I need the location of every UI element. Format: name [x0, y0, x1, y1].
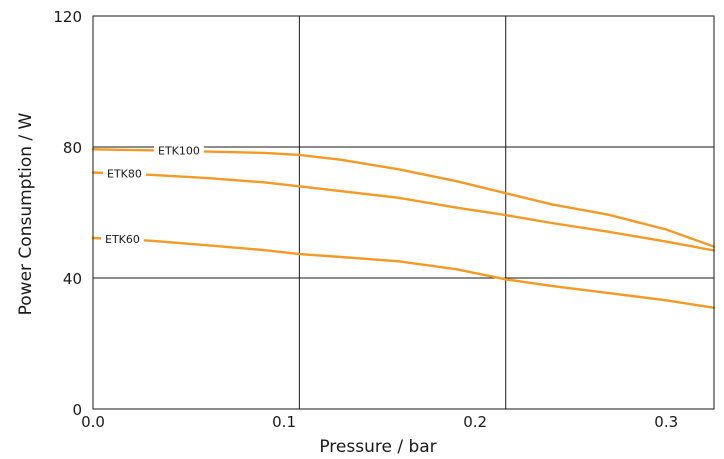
y-tick-label-40: 40 [63, 270, 82, 288]
series-label-etk60: ETK60 [105, 233, 140, 246]
y-tick-label-120: 120 [53, 8, 82, 26]
series-label-etk100: ETK100 [158, 144, 200, 157]
tick-label-layer: 0.0 0.1 0.2 0.3 0 40 80 120 [53, 8, 678, 431]
x-tick-label-0-1: 0.1 [272, 413, 296, 431]
series-label-bg-etk80 [103, 166, 146, 182]
grid-layer [93, 16, 714, 409]
plot-frame [92, 15, 715, 410]
series-line-etk60 [91, 236, 716, 309]
series-line-etk100 [91, 148, 716, 248]
x-tick-label-0-3: 0.3 [654, 413, 678, 431]
y-axis-title: Power Consumption / W [16, 112, 36, 315]
series-label-bg-etk60 [101, 232, 144, 248]
series-label-etk80: ETK80 [107, 168, 142, 181]
series-label-layer: ETK100 ETK80 ETK60 [101, 143, 204, 248]
series-line-etk80 [91, 171, 716, 252]
x-tick-label-0-0: 0.0 [81, 413, 105, 431]
series-layer [91, 148, 716, 309]
x-axis-title: Pressure / bar [319, 437, 436, 457]
x-tick-label-0-2: 0.2 [463, 413, 487, 431]
y-tick-label-80: 80 [63, 139, 82, 157]
y-tick-label-0: 0 [72, 401, 82, 419]
series-label-bg-etk100 [154, 143, 204, 159]
